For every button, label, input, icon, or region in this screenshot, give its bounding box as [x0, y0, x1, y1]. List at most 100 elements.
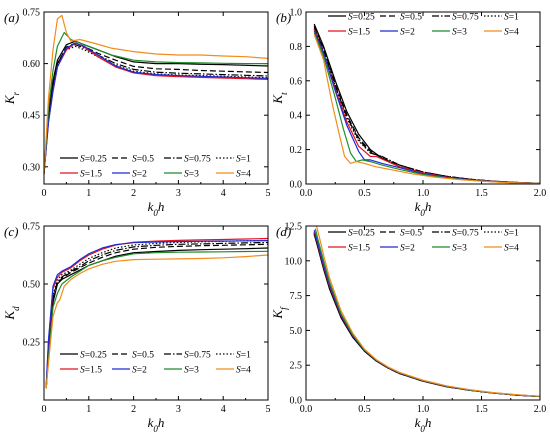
plot-frame [305, 11, 541, 185]
series-line-S4 [44, 14, 268, 174]
panel-label: (b) [276, 10, 291, 25]
series-line-S0p75 [45, 241, 268, 389]
y-axis-label: Kf [270, 306, 289, 320]
series-line-S0p75 [313, 27, 540, 184]
series-line-S0p25 [44, 40, 268, 174]
plot-frame [43, 225, 269, 401]
x-axis-label: k0h [148, 199, 165, 218]
series-line-S4 [313, 34, 540, 184]
x-tick-label: 0 [42, 404, 47, 415]
legend-label: S=1.5 [80, 170, 102, 180]
series-line-S3 [314, 228, 540, 397]
x-tick-label: 2.0 [534, 188, 547, 199]
legend-label: S=1.5 [348, 28, 370, 38]
y-axis-label: Kt [270, 92, 289, 105]
legend-label: S=4 [504, 28, 519, 38]
series-group [45, 237, 268, 389]
legend-label: S=1.5 [348, 244, 370, 254]
legend-label: S=1 [504, 229, 519, 239]
legend-label: S=2 [132, 366, 147, 376]
series-line-S1p5 [313, 231, 540, 398]
series-line-S1 [313, 232, 540, 398]
legend: S=0.25 S=0.5 S=0.75 S=1 S=1.5 S=2 S=3 S=4 [60, 155, 251, 180]
legend-label: S=0.75 [452, 229, 479, 239]
legend-label: S=1 [236, 351, 251, 361]
legend-label: S=2 [400, 28, 415, 38]
y-tick-label: 10.0 [285, 256, 303, 267]
series-line-S2 [44, 42, 268, 174]
legend-label: S=0.25 [80, 351, 107, 361]
x-axis-label: k0h [148, 415, 165, 434]
y-tick-label: 0.6 [290, 76, 303, 87]
legend: S=0.25 S=0.5 S=0.75 S=1 S=1.5 S=2 S=3 S=4 [328, 229, 519, 254]
x-tick-label: 1.0 [417, 404, 430, 415]
series-line-S0p5 [313, 233, 540, 398]
y-tick-label: 1.0 [290, 8, 303, 19]
y-tick-label: 0.8 [290, 42, 303, 53]
series-line-S2 [313, 230, 540, 397]
y-axis-label: Kr [2, 91, 21, 105]
x-tick-label: 2 [131, 404, 136, 415]
panel-d: 0.0 0.5 1.0 1.5 2.0 0.0 2.5 5.0 7.5 10.0 12.5 k0h Kf… [270, 222, 546, 435]
y-tick-label: 0.25 [23, 338, 41, 349]
legend-label: S=4 [236, 366, 251, 376]
series-line-S3 [44, 31, 268, 174]
legend-label: S=0.5 [400, 229, 422, 239]
x-tick-label: 1.0 [417, 188, 430, 199]
legend-label: S=0.25 [348, 13, 375, 23]
legend-label: S=2 [132, 170, 147, 180]
legend-label: S=3 [184, 366, 199, 376]
x-tick-label: 0 [42, 188, 47, 199]
x-tick-label: 1 [86, 188, 91, 199]
x-tick-label: 2.0 [534, 404, 547, 415]
y-tick-label: 0.60 [23, 59, 41, 70]
series-line-S0p75 [44, 44, 268, 174]
series-line-S0p5 [44, 42, 268, 174]
series-line-S0p5 [45, 243, 268, 389]
legend-label: S=0.75 [184, 351, 211, 361]
y-tick-label: 7.5 [290, 291, 303, 302]
x-axis-label: k0h [415, 199, 432, 218]
legend-label: S=0.75 [184, 155, 211, 165]
panel-label: (c) [4, 224, 18, 239]
legend-label: S=3 [184, 170, 199, 180]
y-tick-label: 5.0 [290, 326, 303, 337]
x-tick-label: 3 [176, 188, 181, 199]
legend-label: S=3 [452, 244, 467, 254]
y-tick-label: 2.5 [290, 361, 303, 372]
x-axis-label: k0h [415, 415, 432, 434]
plot-frame [43, 11, 269, 185]
legend-label: S=4 [236, 170, 251, 180]
legend-label: S=0.5 [400, 13, 422, 23]
x-tick-label: 5 [266, 188, 271, 199]
x-tick-label: 4 [221, 188, 226, 199]
y-tick-label: 0.0 [290, 180, 303, 191]
series-line-S2 [45, 240, 268, 387]
legend-label: S=0.25 [348, 229, 375, 239]
series-line-S4 [45, 254, 268, 389]
x-tick-label: 0.0 [300, 404, 313, 415]
series-line-S0p25 [313, 234, 540, 398]
panel-label: (a) [4, 10, 19, 25]
legend: S=0.25 S=0.5 S=0.75 S=1 S=1.5 S=2 S=3 S=4 [60, 351, 251, 376]
series-line-S0p75 [313, 232, 540, 398]
x-tick-label: 1.5 [475, 404, 488, 415]
series-group [44, 14, 268, 174]
plot-frame [305, 225, 541, 401]
x-tick-label: 2 [131, 188, 136, 199]
x-tick-label: 4 [221, 404, 226, 415]
y-tick-label: 0.0 [290, 396, 303, 407]
y-tick-label: 0.4 [290, 111, 303, 122]
x-tick-label: 1 [86, 404, 91, 415]
y-tick-label: 0.2 [290, 145, 303, 156]
x-tick-label: 0.5 [358, 188, 371, 199]
y-tick-label: 0.30 [23, 162, 41, 173]
series-group [313, 23, 540, 184]
y-tick-label: 0.75 [23, 8, 41, 19]
x-tick-label: 5 [266, 404, 271, 415]
legend-label: S=0.25 [80, 155, 107, 165]
panel-b: 0.0 0.5 1.0 1.5 2.00.00.20.40.60.81.0k0hKt(b… [270, 8, 546, 219]
